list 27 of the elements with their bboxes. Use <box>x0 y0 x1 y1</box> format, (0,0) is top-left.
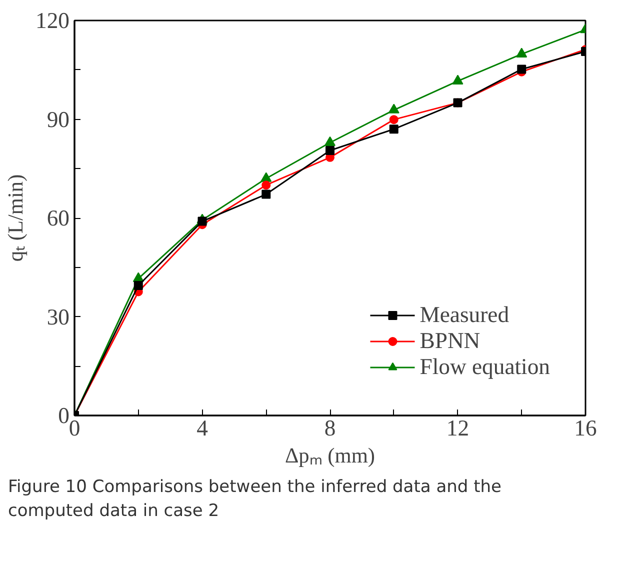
point <box>388 104 400 114</box>
point <box>517 64 526 74</box>
point <box>262 180 271 190</box>
point <box>326 146 334 156</box>
x-tick-label: 4 <box>196 416 208 440</box>
point <box>324 136 336 146</box>
y-tick-label: 60 <box>46 206 70 230</box>
y-axis-title: qₜ (L/min) <box>4 174 28 262</box>
point <box>389 124 398 134</box>
point <box>198 216 207 226</box>
caption: Figure 10 Comparisons between the inferred data and the computed data in case 2 <box>8 476 502 524</box>
legend-label: Flow equation <box>420 354 550 380</box>
point <box>516 48 528 58</box>
x-tick-label: 8 <box>324 416 336 440</box>
point <box>260 172 272 182</box>
point <box>452 74 464 84</box>
y-tick-label: 120 <box>36 8 70 33</box>
point <box>389 115 398 124</box>
point <box>262 190 271 199</box>
x-axis-title: Δpₘ (mm) <box>284 444 376 468</box>
legend-label: Measured <box>420 302 510 328</box>
legend-label: BPNN <box>420 328 480 354</box>
point <box>134 280 143 290</box>
y-tick-label: 90 <box>46 106 70 132</box>
x-tick-label: 12 <box>446 416 470 440</box>
y-tick-label: 30 <box>46 304 70 330</box>
x-tick-label: 16 <box>574 416 597 440</box>
